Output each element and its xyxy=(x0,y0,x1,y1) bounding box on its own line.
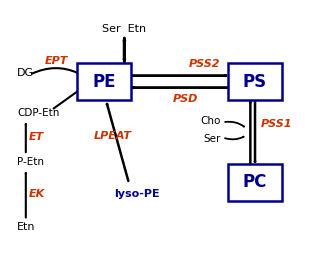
Text: PE: PE xyxy=(92,73,116,91)
Text: Etn: Etn xyxy=(17,222,35,232)
Text: LPEAT: LPEAT xyxy=(93,131,131,141)
Text: PC: PC xyxy=(243,173,267,191)
Text: ET: ET xyxy=(29,132,44,142)
Text: PSS1: PSS1 xyxy=(261,119,293,129)
Text: lyso-PE: lyso-PE xyxy=(114,190,160,199)
Text: Ser: Ser xyxy=(203,134,221,144)
Text: EK: EK xyxy=(29,190,45,199)
Text: DG: DG xyxy=(17,69,34,78)
Text: EPT: EPT xyxy=(45,56,68,66)
FancyBboxPatch shape xyxy=(228,164,282,201)
Text: PSS2: PSS2 xyxy=(189,59,220,69)
Text: Cho: Cho xyxy=(200,116,221,126)
Text: PSD: PSD xyxy=(173,94,198,104)
Text: PS: PS xyxy=(243,73,267,91)
Text: P-Etn: P-Etn xyxy=(17,157,44,167)
Text: Ser  Etn: Ser Etn xyxy=(102,24,146,33)
FancyBboxPatch shape xyxy=(77,63,132,100)
Text: CDP-Etn: CDP-Etn xyxy=(17,108,59,118)
FancyBboxPatch shape xyxy=(228,63,282,100)
